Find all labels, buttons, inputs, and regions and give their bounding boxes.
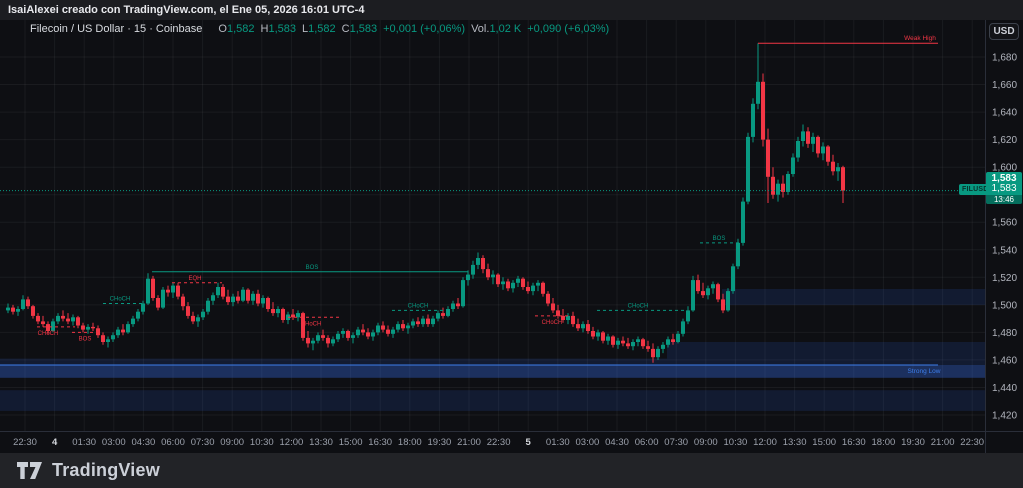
volume-label: Vol. — [471, 23, 490, 35]
svg-text:1,600: 1,600 — [992, 163, 1017, 174]
low-label: L — [301, 23, 309, 35]
svg-text:1,540: 1,540 — [992, 245, 1017, 256]
svg-text:03:00: 03:00 — [576, 437, 600, 448]
svg-text:18:00: 18:00 — [872, 437, 896, 448]
svg-text:22:30: 22:30 — [487, 437, 511, 448]
svg-text:12:00: 12:00 — [753, 437, 777, 448]
grid-layer — [0, 20, 985, 432]
svg-text:22:30: 22:30 — [13, 437, 37, 448]
svg-text:CHoCH: CHoCH — [408, 303, 429, 309]
svg-text:CHoCH: CHoCH — [301, 321, 322, 327]
last-price-label: 1,583 1,583 13:46 — [986, 172, 1022, 204]
svg-text:21:00: 21:00 — [931, 437, 955, 448]
svg-text:1,500: 1,500 — [992, 300, 1017, 311]
svg-text:10:30: 10:30 — [724, 437, 748, 448]
svg-text:CHoCH: CHoCH — [628, 303, 649, 309]
svg-text:1,460: 1,460 — [992, 355, 1017, 366]
svg-text:01:30: 01:30 — [72, 437, 96, 448]
svg-text:07:30: 07:30 — [191, 437, 215, 448]
svg-text:CHoCH: CHoCH — [110, 297, 131, 303]
symbol-price-tag: FILUSD — [959, 184, 992, 195]
tradingview-brand-text[interactable]: TradingView — [52, 460, 160, 480]
svg-text:4: 4 — [52, 437, 58, 448]
last-price-value: 1,583 — [991, 173, 1017, 184]
svg-text:07:30: 07:30 — [664, 437, 688, 448]
svg-text:03:00: 03:00 — [102, 437, 126, 448]
svg-text:1,640: 1,640 — [992, 108, 1017, 119]
svg-text:18:00: 18:00 — [398, 437, 422, 448]
tradingview-logo-icon[interactable] — [16, 461, 43, 480]
svg-text:21:00: 21:00 — [457, 437, 481, 448]
svg-text:Weak High: Weak High — [904, 35, 936, 42]
svg-text:12:00: 12:00 — [280, 437, 304, 448]
close-value: 1,583 — [349, 23, 378, 35]
attribution-bar: IsaiAlexei creado con TradingView.com, e… — [0, 0, 1023, 20]
bar-countdown: 13:46 — [986, 195, 1022, 204]
svg-text:19:30: 19:30 — [428, 437, 452, 448]
svg-text:13:30: 13:30 — [309, 437, 333, 448]
svg-text:BOS: BOS — [713, 236, 726, 242]
svg-text:1,680: 1,680 — [992, 53, 1017, 64]
svg-text:1,480: 1,480 — [992, 328, 1017, 339]
svg-text:1,620: 1,620 — [992, 135, 1017, 146]
svg-text:15:00: 15:00 — [812, 437, 836, 448]
svg-text:CHoCH: CHoCH — [542, 320, 563, 326]
svg-text:1,520: 1,520 — [992, 273, 1017, 284]
svg-text:1,420: 1,420 — [992, 411, 1017, 422]
zones-layer — [0, 289, 985, 411]
low-value: 1,582 — [308, 23, 336, 35]
high-label: H — [260, 23, 269, 35]
svg-text:16:30: 16:30 — [842, 437, 866, 448]
svg-text:EQH: EQH — [188, 276, 201, 282]
svg-text:13:30: 13:30 — [783, 437, 807, 448]
last-price-value-2: 1,583 — [991, 183, 1017, 194]
svg-text:Strong Low: Strong Low — [908, 368, 941, 375]
svg-text:CHoCH: CHoCH — [38, 331, 59, 337]
time-axis[interactable]: 22:30 4 01:30 03:00 04:30 06:00 07:30 09:00 10:3… — [0, 431, 1023, 449]
svg-text:22:30: 22:30 — [960, 437, 984, 448]
open-value: 1,582 — [226, 23, 255, 35]
open-label: O — [218, 23, 227, 35]
svg-text:BOS: BOS — [306, 265, 319, 271]
svg-text:15:00: 15:00 — [339, 437, 363, 448]
volume-change: +0,090 (+6,03%) — [527, 23, 610, 35]
svg-text:1,440: 1,440 — [992, 383, 1017, 394]
svg-text:1,660: 1,660 — [992, 80, 1017, 91]
footer-bar: TradingView — [0, 453, 1023, 488]
svg-text:09:00: 09:00 — [694, 437, 718, 448]
svg-text:06:00: 06:00 — [635, 437, 659, 448]
svg-text:06:00: 06:00 — [161, 437, 185, 448]
change-value: +0,001 (+0,06%) — [383, 23, 466, 35]
attribution-text: IsaiAlexei creado con TradingView.com, e… — [8, 4, 365, 16]
currency-unit-button[interactable]: USD — [989, 23, 1019, 40]
volume-value: 1,02 K — [489, 23, 522, 35]
candlestick-chart[interactable]: CHoCH BOS CHoCH BOS EQH CHoCH CHoCH CHoCH CHoCH B… — [0, 20, 1023, 453]
svg-text:19:30: 19:30 — [901, 437, 925, 448]
svg-text:5: 5 — [526, 437, 532, 448]
high-value: 1,583 — [268, 23, 296, 35]
candles-layer — [6, 43, 845, 363]
svg-text:16:30: 16:30 — [368, 437, 392, 448]
svg-text:04:30: 04:30 — [132, 437, 156, 448]
structure-layer: CHoCH BOS CHoCH BOS EQH CHoCH CHoCH CHoCH CHoCH B… — [0, 35, 985, 375]
svg-text:1,560: 1,560 — [992, 218, 1017, 229]
svg-text:04:30: 04:30 — [605, 437, 629, 448]
svg-text:01:30: 01:30 — [546, 437, 570, 448]
chart-legend: Filecoin / US Dollar · 15 · Coinbase O1,5… — [30, 23, 609, 39]
svg-text:10:30: 10:30 — [250, 437, 274, 448]
svg-text:BOS: BOS — [79, 336, 92, 342]
svg-text:09:00: 09:00 — [220, 437, 244, 448]
symbol-title[interactable]: Filecoin / US Dollar · 15 · Coinbase — [30, 23, 203, 35]
close-label: C — [341, 23, 350, 35]
price-axis[interactable]: 1,680 1,660 1,640 1,620 1,600 1,560 1,540 1,520… — [985, 20, 1018, 453]
